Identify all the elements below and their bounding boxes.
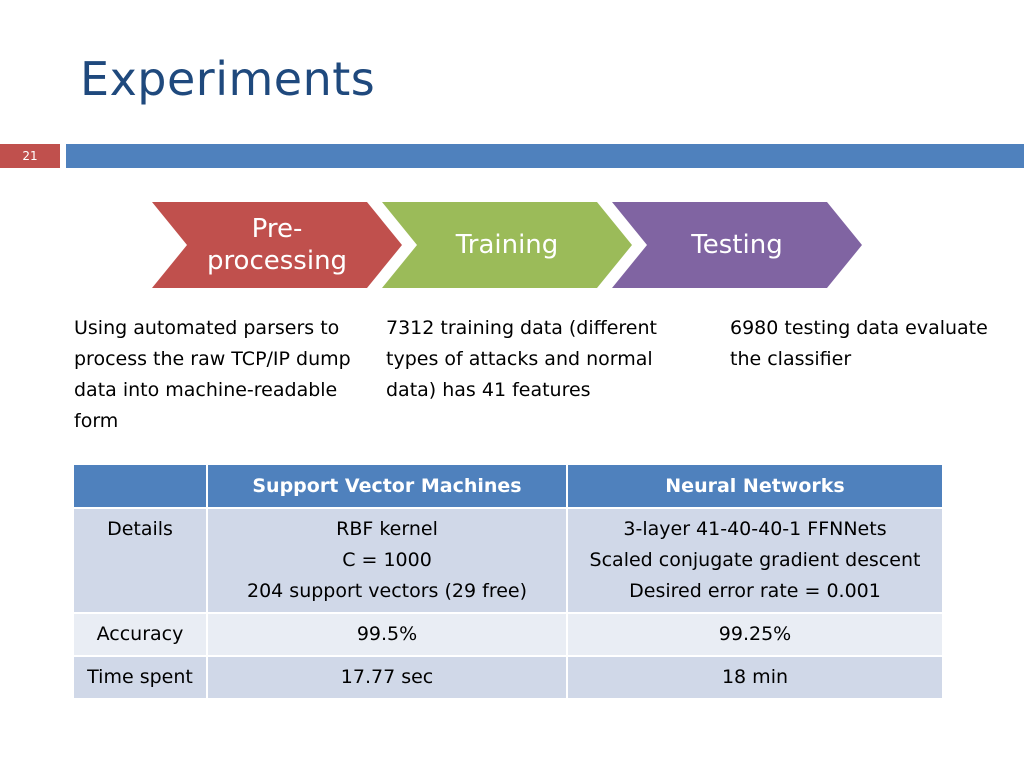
- testing-description: 6980 testing data evaluate the classifie…: [730, 317, 988, 370]
- svm-time-cell: 17.77 sec: [206, 655, 568, 700]
- slide-number-badge: 21: [0, 144, 60, 168]
- nn-detail-line: Desired error rate = 0.001: [629, 580, 881, 602]
- nn-detail-line: 3-layer 41-40-40-1 FFNNets: [623, 518, 887, 540]
- table-row-accuracy: Accuracy 99.5% 99.25%: [72, 612, 944, 657]
- svm-details-cell: RBF kernel C = 1000 204 support vectors …: [206, 507, 568, 614]
- table-row-details: Details RBF kernel C = 1000 204 support …: [72, 507, 944, 614]
- process-step-testing: Testing: [612, 202, 862, 288]
- process-step-label: processing: [206, 246, 348, 276]
- slide-title: Experiments: [80, 52, 376, 106]
- process-step-preprocessing: Pre- processing: [152, 202, 402, 288]
- slide-number: 21: [22, 149, 38, 163]
- header-empty-cell: [72, 463, 208, 509]
- preprocessing-description: Using automated parsers to process the r…: [74, 317, 351, 432]
- row-label: Accuracy: [72, 612, 208, 657]
- header-nn: Neural Networks: [566, 463, 944, 509]
- row-label: Time spent: [72, 655, 208, 700]
- process-step-label: Pre-: [251, 214, 303, 244]
- process-step-label: Testing: [691, 230, 783, 260]
- svm-accuracy-cell: 99.5%: [206, 612, 568, 657]
- svm-detail-line: C = 1000: [342, 549, 432, 571]
- process-step-label: Training: [455, 230, 559, 260]
- row-label: Details: [72, 507, 208, 614]
- table-header-row: Support Vector Machines Neural Networks: [72, 463, 944, 509]
- svm-detail-line: 204 support vectors (29 free): [247, 580, 527, 602]
- nn-details-cell: 3-layer 41-40-40-1 FFNNets Scaled conjug…: [566, 507, 944, 614]
- table-row-time-spent: Time spent 17.77 sec 18 min: [72, 655, 944, 700]
- nn-detail-line: Scaled conjugate gradient descent: [589, 549, 921, 571]
- title-divider-bar: [66, 144, 1024, 168]
- process-step-training: Training: [382, 202, 632, 288]
- nn-accuracy-cell: 99.25%: [566, 612, 944, 657]
- svm-detail-line: RBF kernel: [336, 518, 438, 540]
- results-table: Support Vector Machines Neural Networks …: [72, 463, 944, 700]
- header-svm: Support Vector Machines: [206, 463, 568, 509]
- training-description: 7312 training data (different types of a…: [386, 317, 657, 401]
- nn-time-cell: 18 min: [566, 655, 944, 700]
